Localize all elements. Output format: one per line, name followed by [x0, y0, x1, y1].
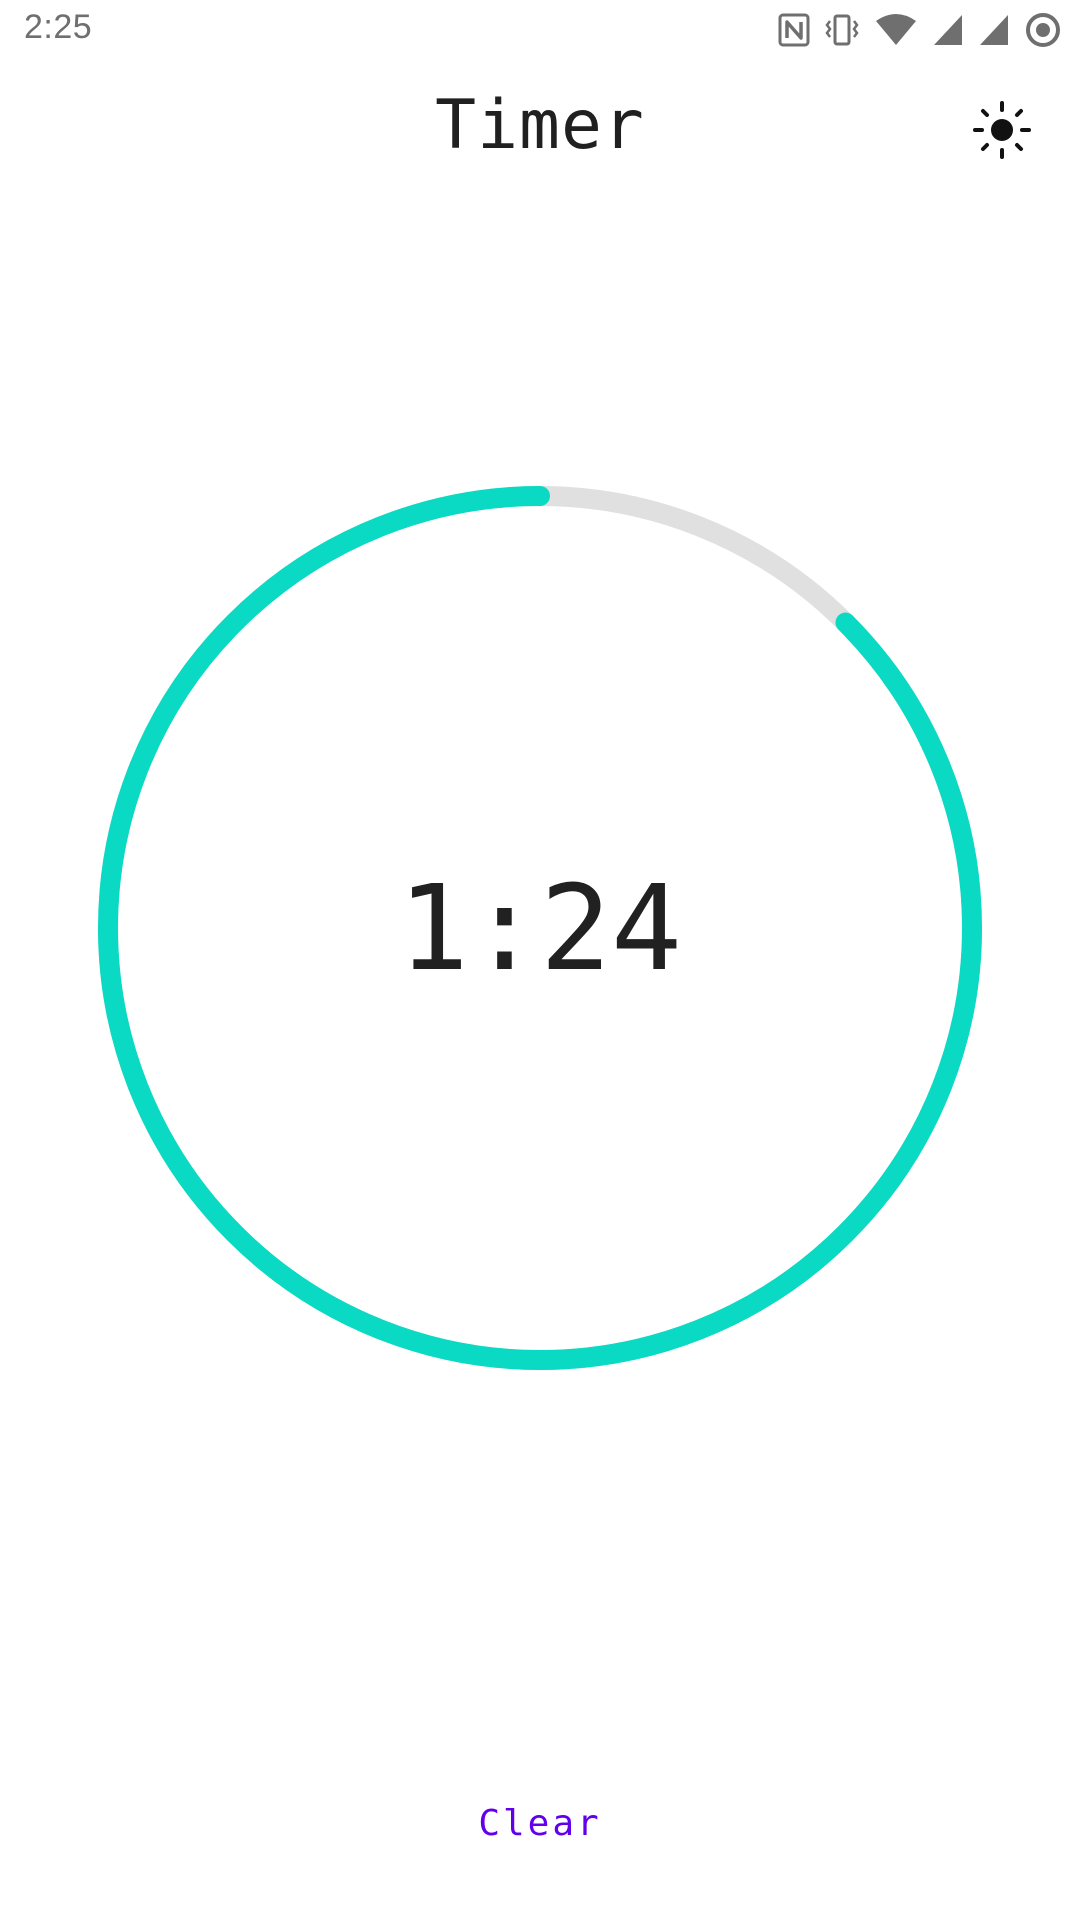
wifi-icon — [874, 13, 918, 47]
sun-icon — [972, 100, 1032, 164]
timer-dial: 1:24 — [90, 478, 990, 1378]
timer-ring — [98, 486, 982, 1370]
record-icon — [1024, 11, 1062, 49]
app-bar: Timer — [0, 60, 1080, 190]
status-time: 2:25 — [24, 8, 93, 46]
signal-icon-2 — [978, 13, 1010, 47]
timer-readout: 1:24 — [397, 859, 683, 997]
timer-progress — [98, 486, 982, 1370]
status-bar: 2:25 — [0, 0, 1080, 60]
page-title: Timer — [435, 86, 645, 165]
theme-toggle-button[interactable] — [966, 96, 1038, 168]
nfc-icon — [778, 13, 810, 47]
signal-icon — [932, 13, 964, 47]
vibrate-icon — [824, 13, 860, 47]
status-icons — [778, 8, 1062, 52]
clear-button[interactable]: Clear — [440, 1788, 640, 1858]
